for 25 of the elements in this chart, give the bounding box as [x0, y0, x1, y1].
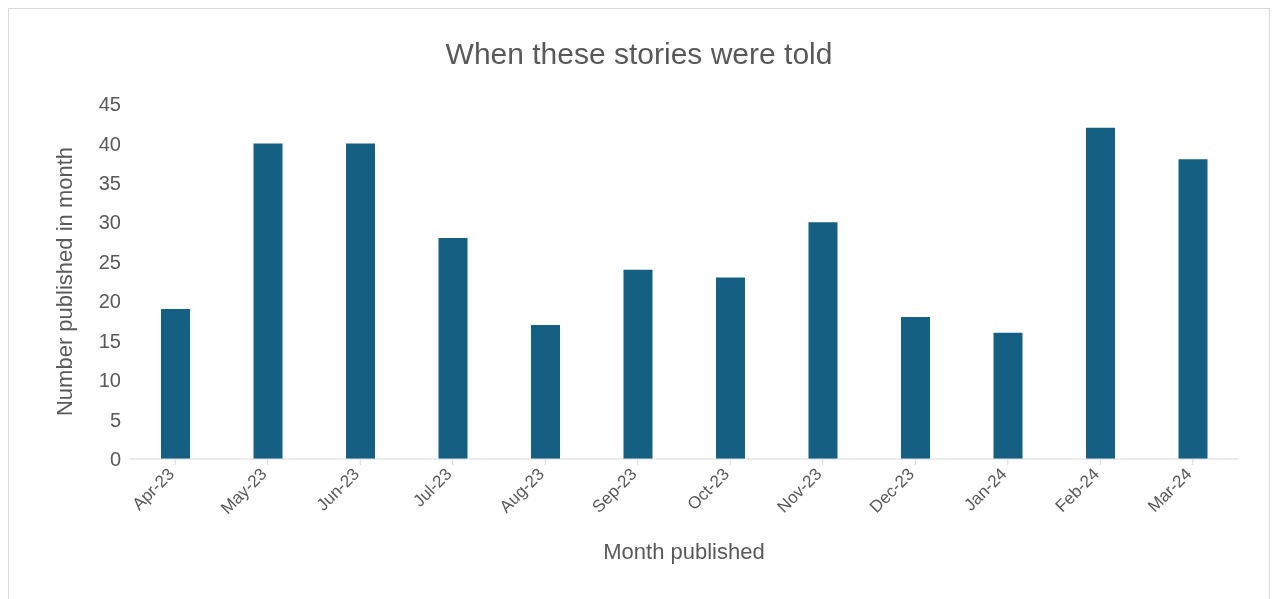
- bar: [808, 222, 838, 459]
- y-tick-label: 45: [98, 93, 121, 116]
- bar: [1178, 159, 1208, 459]
- y-axis-title: Number published in month: [51, 146, 77, 417]
- bar: [901, 317, 930, 459]
- y-tick-label: 30: [98, 211, 121, 234]
- chart-title: When these stories were told: [444, 37, 834, 71]
- x-axis-title: Month published: [603, 539, 765, 564]
- bar: [346, 143, 375, 459]
- bar: [161, 309, 190, 459]
- y-tick-label: 25: [98, 250, 121, 273]
- bar: [253, 143, 283, 459]
- y-tick-label: 35: [98, 171, 121, 194]
- bar: [716, 277, 745, 459]
- bar: [531, 324, 560, 459]
- y-tick-label: 5: [109, 408, 121, 431]
- y-tick-label: 15: [98, 329, 121, 352]
- y-tick-label: 40: [98, 132, 121, 155]
- y-tick-label: 10: [98, 369, 121, 392]
- bar: [1086, 127, 1115, 459]
- bar: [993, 332, 1023, 459]
- y-tick-label: 20: [98, 290, 121, 313]
- y-tick-label: 0: [109, 448, 121, 471]
- bar: [438, 238, 468, 459]
- bar: [623, 269, 653, 459]
